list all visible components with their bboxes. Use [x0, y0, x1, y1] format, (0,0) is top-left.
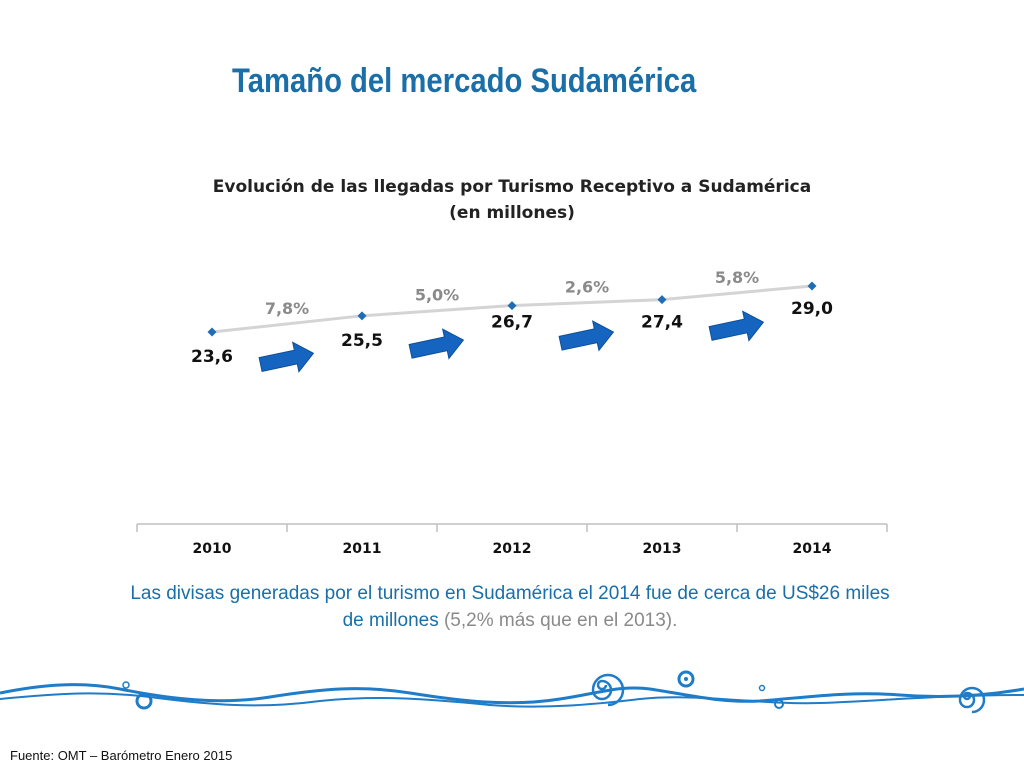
marker-2014: [807, 281, 817, 291]
x-tick-label-2012: 2012: [493, 541, 532, 557]
spiral-icon: [591, 673, 625, 707]
growth-arrows: [258, 310, 765, 373]
x-tick-label-2011: 2011: [343, 541, 382, 557]
value-label-2012: 26,7: [491, 313, 533, 333]
chart-subtitle: (en millones): [449, 203, 575, 223]
marker-2013: [657, 295, 667, 305]
series-arrivals: [207, 281, 817, 337]
marker-2012: [507, 301, 517, 311]
spiral-icon: [958, 686, 986, 714]
bubble-icon: [122, 681, 130, 689]
x-axis: 2010 2011 2012 2013 2014: [136, 523, 888, 557]
slide-title: Tamaño del mercado Sudamérica: [232, 62, 697, 100]
bubble-icon: [774, 699, 784, 709]
bubble-icon: [758, 684, 766, 692]
wave-line: [0, 683, 1024, 705]
caption-main: Las divisas generadas por el turismo en …: [130, 583, 890, 631]
growth-label-4: 5,8%: [715, 268, 759, 287]
chart-title: Evolución de las llegadas por Turismo Re…: [213, 177, 811, 197]
growth-arrow-icon: [708, 310, 765, 342]
decorative-wave: [0, 670, 1024, 714]
value-label-2014: 29,0: [791, 299, 833, 319]
value-label-2010: 23,6: [191, 347, 233, 367]
growth-arrow-icon: [408, 328, 465, 360]
bubble-icon: [677, 670, 695, 688]
growth-label-2: 5,0%: [415, 286, 459, 305]
value-label-2011: 25,5: [341, 331, 383, 351]
marker-2011: [357, 311, 367, 321]
line-chart: Evolución de las llegadas por Turismo Re…: [136, 177, 888, 557]
x-tick-label-2014: 2014: [793, 541, 832, 557]
caption-note: (5,2% más que en el 2013).: [443, 610, 678, 631]
value-label-2013: 27,4: [641, 313, 683, 333]
x-tick-label-2013: 2013: [643, 541, 682, 557]
marker-2010: [207, 327, 217, 337]
growth-label-1: 7,8%: [265, 299, 309, 318]
growth-arrow-icon: [558, 320, 615, 352]
x-tick-label-2010: 2010: [193, 541, 232, 557]
growth-arrow-icon: [258, 341, 315, 373]
caption: Las divisas generadas por el turismo en …: [130, 580, 890, 634]
bubble-icon: [135, 692, 153, 710]
bubble-icon: [684, 677, 688, 681]
source-note: Fuente: OMT – Barómetro Enero 2015: [10, 748, 233, 763]
data-labels: 23,6 25,5 26,7 27,4 29,0 7,8% 5,0% 2,6% 5,8%: [191, 268, 833, 367]
growth-label-3: 2,6%: [565, 278, 609, 297]
